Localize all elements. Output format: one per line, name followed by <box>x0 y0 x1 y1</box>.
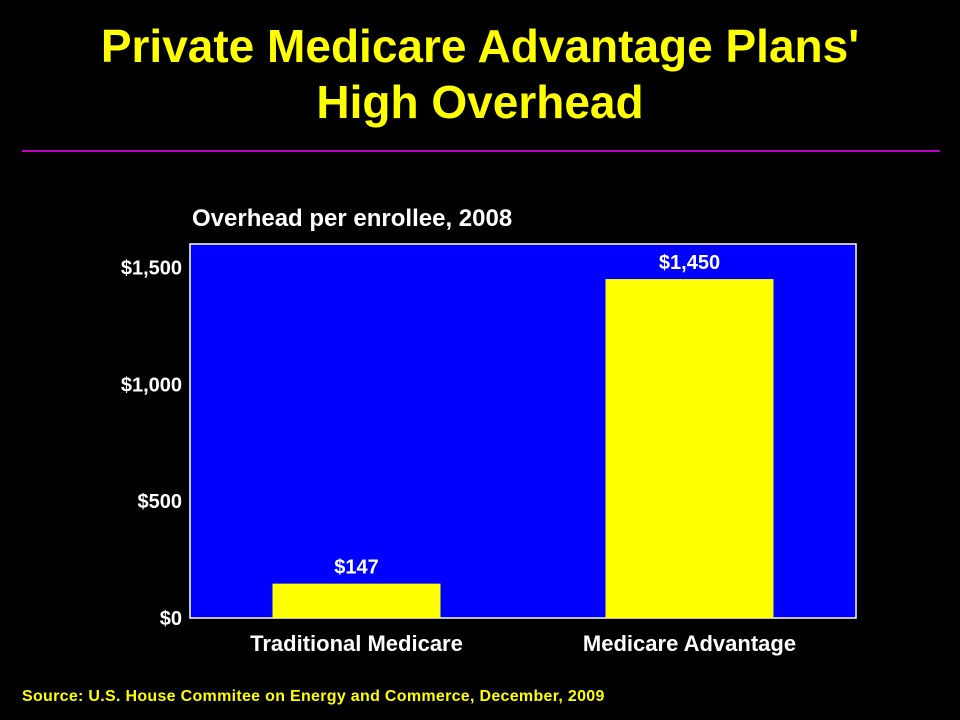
y-tick-label-3: $1,000 <box>121 374 182 396</box>
slide-title: Private Medicare Advantage Plans' High O… <box>0 18 960 130</box>
y-tick-label-1: $0 <box>160 608 182 630</box>
x-axis-labels: Traditional Medicare Medicare Advantage <box>250 631 796 656</box>
value-label-1: $147 <box>334 557 379 579</box>
y-axis-ticks: $0 $500 $1,000 $1,500 <box>121 257 182 630</box>
x-tick-label-1: Traditional Medicare <box>250 631 463 656</box>
slide-title-line-1: Private Medicare Advantage Plans' <box>100 20 860 72</box>
bar-2 <box>605 279 774 618</box>
value-label-2: $1,450 <box>659 252 720 274</box>
value-labels-group: $147 $1,450 <box>334 252 720 579</box>
y-tick-label-2: $500 <box>138 491 183 513</box>
source-note: Source: U.S. House Commitee on Energy an… <box>22 688 605 705</box>
chart-title: Overhead per enrollee, 2008 <box>192 205 512 232</box>
bar-1 <box>272 583 441 618</box>
title-divider <box>22 150 940 152</box>
x-tick-label-2: Medicare Advantage <box>583 631 796 656</box>
y-tick-label-4: $1,500 <box>121 257 182 279</box>
bars-group <box>272 279 774 618</box>
slide-title-line-2: High Overhead <box>316 76 644 128</box>
